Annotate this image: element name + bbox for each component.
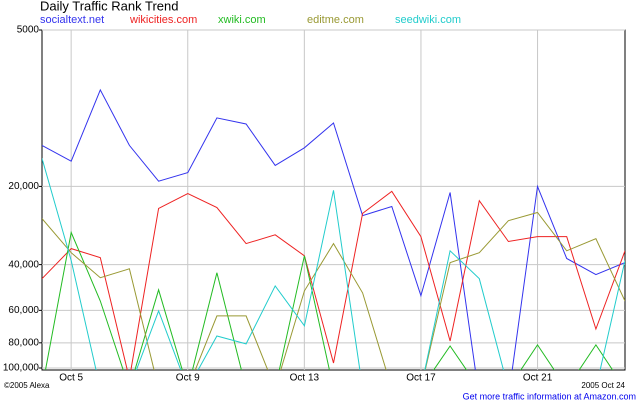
amazon-link[interactable]: Get more traffic information at Amazon.c… [463, 391, 636, 401]
legend-entry: xwiki.com [218, 14, 266, 26]
x-tick-label: Oct 9 [176, 373, 200, 384]
series-line [42, 158, 625, 370]
series-line [42, 211, 625, 370]
y-tick-label: 20,000 [8, 181, 39, 192]
y-tick-label: 60,000 [8, 305, 39, 316]
plot-frame [41, 29, 626, 371]
legend-entry: seedwiki.com [395, 14, 461, 26]
grid [42, 29, 625, 370]
legend-entry: socialtext.net [40, 14, 104, 26]
y-tick-label: 100,000 [3, 363, 40, 374]
chart-title: Daily Traffic Rank Trend [40, 0, 178, 13]
copyright: ©2005 Alexa [4, 381, 50, 390]
series-line [42, 88, 625, 370]
lines [42, 88, 625, 370]
x-tick-label: Oct 13 [290, 373, 320, 384]
legend-entry: wikicities.com [129, 14, 197, 26]
series-line [44, 230, 614, 370]
y-tick-label: 5000 [17, 25, 40, 36]
x-tick-label: Oct 17 [406, 373, 436, 384]
x-tick-label: Oct 21 [523, 373, 553, 384]
series-line [42, 190, 625, 370]
y-tick-label: 40,000 [8, 259, 39, 270]
legend-entry: editme.com [307, 14, 364, 26]
y-tick-label: 80,000 [8, 337, 39, 348]
date: 2005 Oct 24 [581, 381, 625, 390]
x-tick-label: Oct 5 [59, 373, 83, 384]
